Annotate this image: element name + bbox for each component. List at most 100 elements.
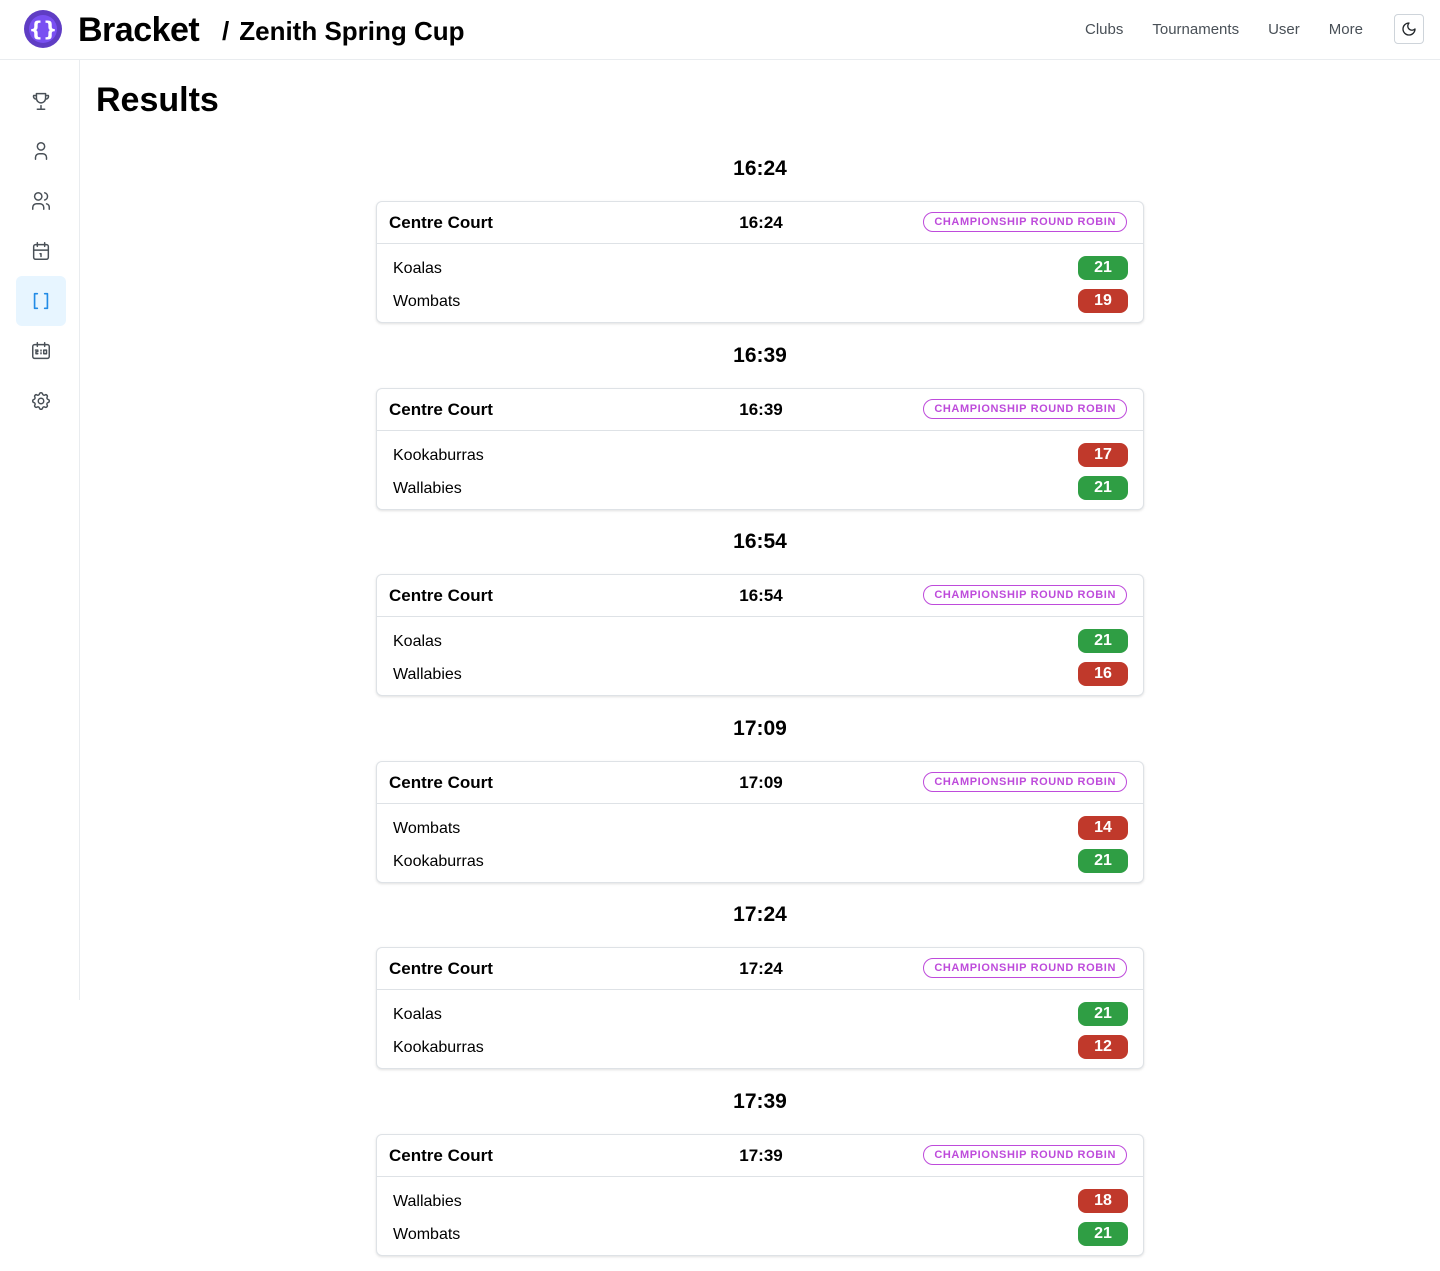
stage-badge: CHAMPIONSHIP ROUND ROBIN [923,771,1127,792]
team-row: Kookaburras 17 [377,442,1143,469]
result-group-time: 16:39 [733,343,787,367]
theme-toggle-button[interactable] [1394,14,1424,44]
sidebar-item-scores[interactable] [16,326,66,376]
team-row: Koalas 21 [377,629,1143,655]
nav-more[interactable]: More [1328,21,1363,38]
brand-name[interactable]: Bracket [78,11,200,49]
user-icon [34,142,48,160]
score-badge-loss: 16 [1078,662,1128,686]
breadcrumb: / Zenith Spring Cup [222,14,465,48]
score-badge-win: 21 [1078,1221,1128,1246]
stage-badge: CHAMPIONSHIP ROUND ROBIN [923,958,1127,978]
result-group-time: 17:09 [733,716,787,740]
calendar-icon [32,242,50,260]
score-badge-win: 21 [1078,848,1128,873]
brackets-icon [33,292,49,310]
sidebar-item-schedule[interactable] [16,226,66,276]
score-badge-loss: 18 [1078,1188,1128,1213]
court-name: Centre Court [389,399,493,419]
team-row: Wallabies 18 [377,1188,1143,1215]
match-time: 17:09 [739,772,783,792]
team-row: Wombats 14 [377,815,1143,842]
team-name: Koalas [393,633,442,650]
stage-badge: CHAMPIONSHIP ROUND ROBIN [923,1144,1127,1165]
team-name: Kookaburras [393,446,484,464]
match-time: 16:39 [739,399,783,419]
match-card[interactable]: Centre Court 16:54 CHAMPIONSHIP ROUND ROBI… [376,574,1144,696]
score-badge-win: 21 [1078,475,1128,500]
match-card[interactable]: Centre Court 17:09 CHAMPIONSHIP ROUND ROBI… [376,760,1144,883]
match-card-header: Centre Court 16:39 CHAMPIONSHIP ROUND ROBI… [377,389,1143,431]
match-card[interactable]: Centre Court 16:24 CHAMPIONSHIP ROUND ROBI… [376,201,1144,323]
nav-user[interactable]: User [1268,21,1300,38]
svg-text:{}: {} [29,17,57,41]
match-time: 17:39 [739,1145,783,1165]
match-time: 16:54 [739,586,783,605]
stage-badge: CHAMPIONSHIP ROUND ROBIN [923,585,1127,605]
trophy-icon [32,92,50,110]
team-row: Wallabies 21 [377,475,1143,502]
score-badge-loss: 19 [1078,289,1128,313]
court-name: Centre Court [389,772,493,792]
stage-badge: CHAMPIONSHIP ROUND ROBIN [923,398,1127,419]
team-name: Wombats [393,293,461,310]
score-badge-loss: 17 [1078,442,1128,467]
score-badge-win: 21 [1078,256,1128,280]
nav-clubs[interactable]: Clubs [1085,21,1124,38]
sidebar [0,60,80,1000]
match-card-header: Centre Court 17:24 CHAMPIONSHIP ROUND ROBI… [377,948,1143,990]
match-time: 16:24 [739,213,783,232]
page-title: Results [96,81,219,119]
court-name: Centre Court [389,959,493,978]
team-row: Koalas 21 [377,1002,1143,1028]
match-card-header: Centre Court 17:39 CHAMPIONSHIP ROUND ROBI… [377,1135,1143,1177]
team-name: Wallabies [393,1192,462,1210]
team-name: Koalas [393,1006,442,1023]
team-name: Wallabies [393,666,462,683]
moon-icon [1402,22,1416,36]
team-name: Wombats [393,1225,461,1243]
score-badge-win: 21 [1078,629,1128,653]
team-name: Kookaburras [393,852,484,870]
match-card-header: Centre Court 16:54 CHAMPIONSHIP ROUND ROBI… [377,575,1143,617]
court-name: Centre Court [389,586,493,605]
match-card-header: Centre Court 16:24 CHAMPIONSHIP ROUND ROBI… [377,202,1143,244]
score-badge-loss: 12 [1078,1035,1128,1059]
sidebar-item-tournaments[interactable] [16,76,66,126]
court-name: Centre Court [389,1145,493,1165]
sidebar-item-teams[interactable] [16,176,66,226]
match-card-header: Centre Court 17:09 CHAMPIONSHIP ROUND ROBI… [377,762,1143,804]
breadcrumb-separator: / [222,16,230,46]
top-nav: Clubs Tournaments User More [1070,20,1377,40]
result-group-time: 17:24 [733,903,787,926]
app-header: {} Bracket / Zenith Spring Cup Clubs Tour… [0,0,1440,60]
team-row: Wallabies 16 [377,662,1143,688]
match-card[interactable]: Centre Court 17:39 CHAMPIONSHIP ROUND ROBI… [376,1133,1144,1256]
result-group-time: 17:39 [733,1089,787,1113]
team-row: Wombats 19 [377,289,1143,315]
team-row: Wombats 21 [377,1221,1143,1248]
tournament-name[interactable]: Zenith Spring Cup [239,16,465,46]
match-card[interactable]: Centre Court 16:39 CHAMPIONSHIP ROUND ROBI… [376,387,1144,510]
sidebar-item-players[interactable] [16,126,66,176]
team-name: Wombats [393,819,461,837]
sidebar-item-results[interactable] [16,276,66,326]
match-time: 17:24 [739,959,783,978]
team-row: Koalas 21 [377,256,1143,282]
users-icon [32,192,50,210]
court-name: Centre Court [389,213,493,232]
score-badge-win: 21 [1078,1002,1128,1026]
result-group-time: 16:24 [733,157,787,180]
scoreboard-icon [32,342,50,360]
nav-tournaments[interactable]: Tournaments [1152,21,1240,38]
score-badge-loss: 14 [1078,815,1128,840]
bracket-logo-icon[interactable]: {} [24,10,62,48]
team-name: Wallabies [393,479,462,497]
sidebar-item-settings[interactable] [16,376,66,426]
team-name: Koalas [393,260,442,277]
stage-badge: CHAMPIONSHIP ROUND ROBIN [923,212,1127,232]
team-row: Kookaburras 21 [377,848,1143,875]
team-row: Kookaburras 12 [377,1035,1143,1061]
gear-icon [31,391,51,411]
match-card[interactable]: Centre Court 17:24 CHAMPIONSHIP ROUND ROBI… [376,947,1144,1069]
